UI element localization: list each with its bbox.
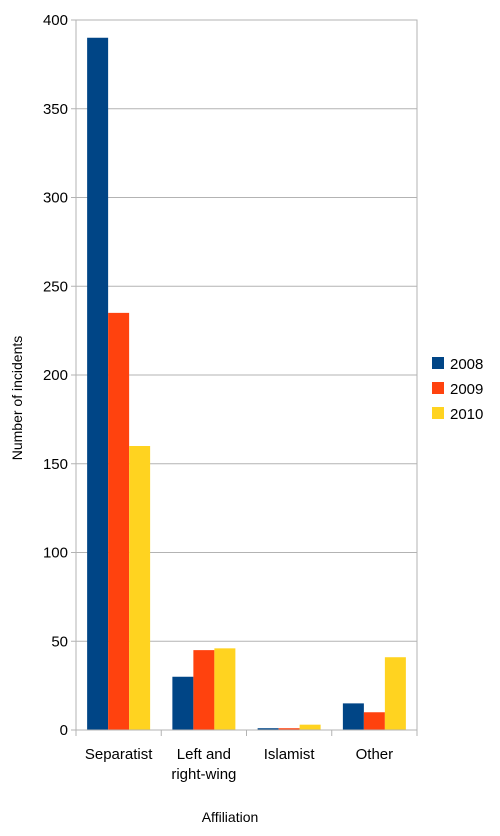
- x-tick-labels: Separatist Left and right-wing Islamist Othe…: [85, 746, 393, 783]
- legend-swatch-2008: [432, 357, 444, 369]
- bar-2008: [172, 676, 194, 730]
- x-tick-label: Islamist: [264, 746, 316, 763]
- axes: [71, 19, 418, 736]
- y-tick-label: 150: [43, 456, 68, 473]
- x-tick-label: Separatist: [85, 746, 153, 763]
- y-tick-label: 300: [43, 190, 68, 207]
- bar-2009: [108, 312, 130, 730]
- bars: [87, 37, 406, 730]
- bar-2010: [214, 648, 236, 730]
- bar-2010: [129, 446, 151, 730]
- x-tick-label: Left and right-wing: [171, 746, 236, 783]
- legend-label: 2010: [450, 406, 483, 423]
- legend-label: 2009: [450, 381, 483, 398]
- bar-2010: [384, 657, 406, 730]
- y-tick-label: 400: [43, 12, 68, 29]
- y-tick-label: 0: [60, 722, 68, 739]
- bar-2010: [299, 724, 321, 730]
- bar-2009: [278, 728, 300, 730]
- y-tick-label: 250: [43, 278, 68, 295]
- y-tick-label: 200: [43, 367, 68, 384]
- y-tick-labels: 0 50 100 150 200 250 300 350 400: [43, 12, 68, 739]
- y-tick-label: 100: [43, 545, 68, 562]
- x-axis-title: Affiliation: [202, 809, 259, 825]
- y-axis-title: Number of incidents: [9, 336, 25, 461]
- bar-2008: [87, 37, 109, 730]
- legend: 2008 2009 2010: [432, 356, 483, 423]
- bar-2009: [193, 650, 215, 730]
- y-tick-label: 50: [51, 633, 68, 650]
- legend-swatch-2010: [432, 407, 444, 419]
- y-tick-label: 350: [43, 101, 68, 118]
- bar-2008: [257, 728, 279, 730]
- legend-swatch-2009: [432, 382, 444, 394]
- x-tick-label: Other: [356, 746, 394, 763]
- bar-2009: [363, 712, 385, 730]
- bar-2008: [342, 703, 364, 730]
- legend-label: 2008: [450, 356, 483, 373]
